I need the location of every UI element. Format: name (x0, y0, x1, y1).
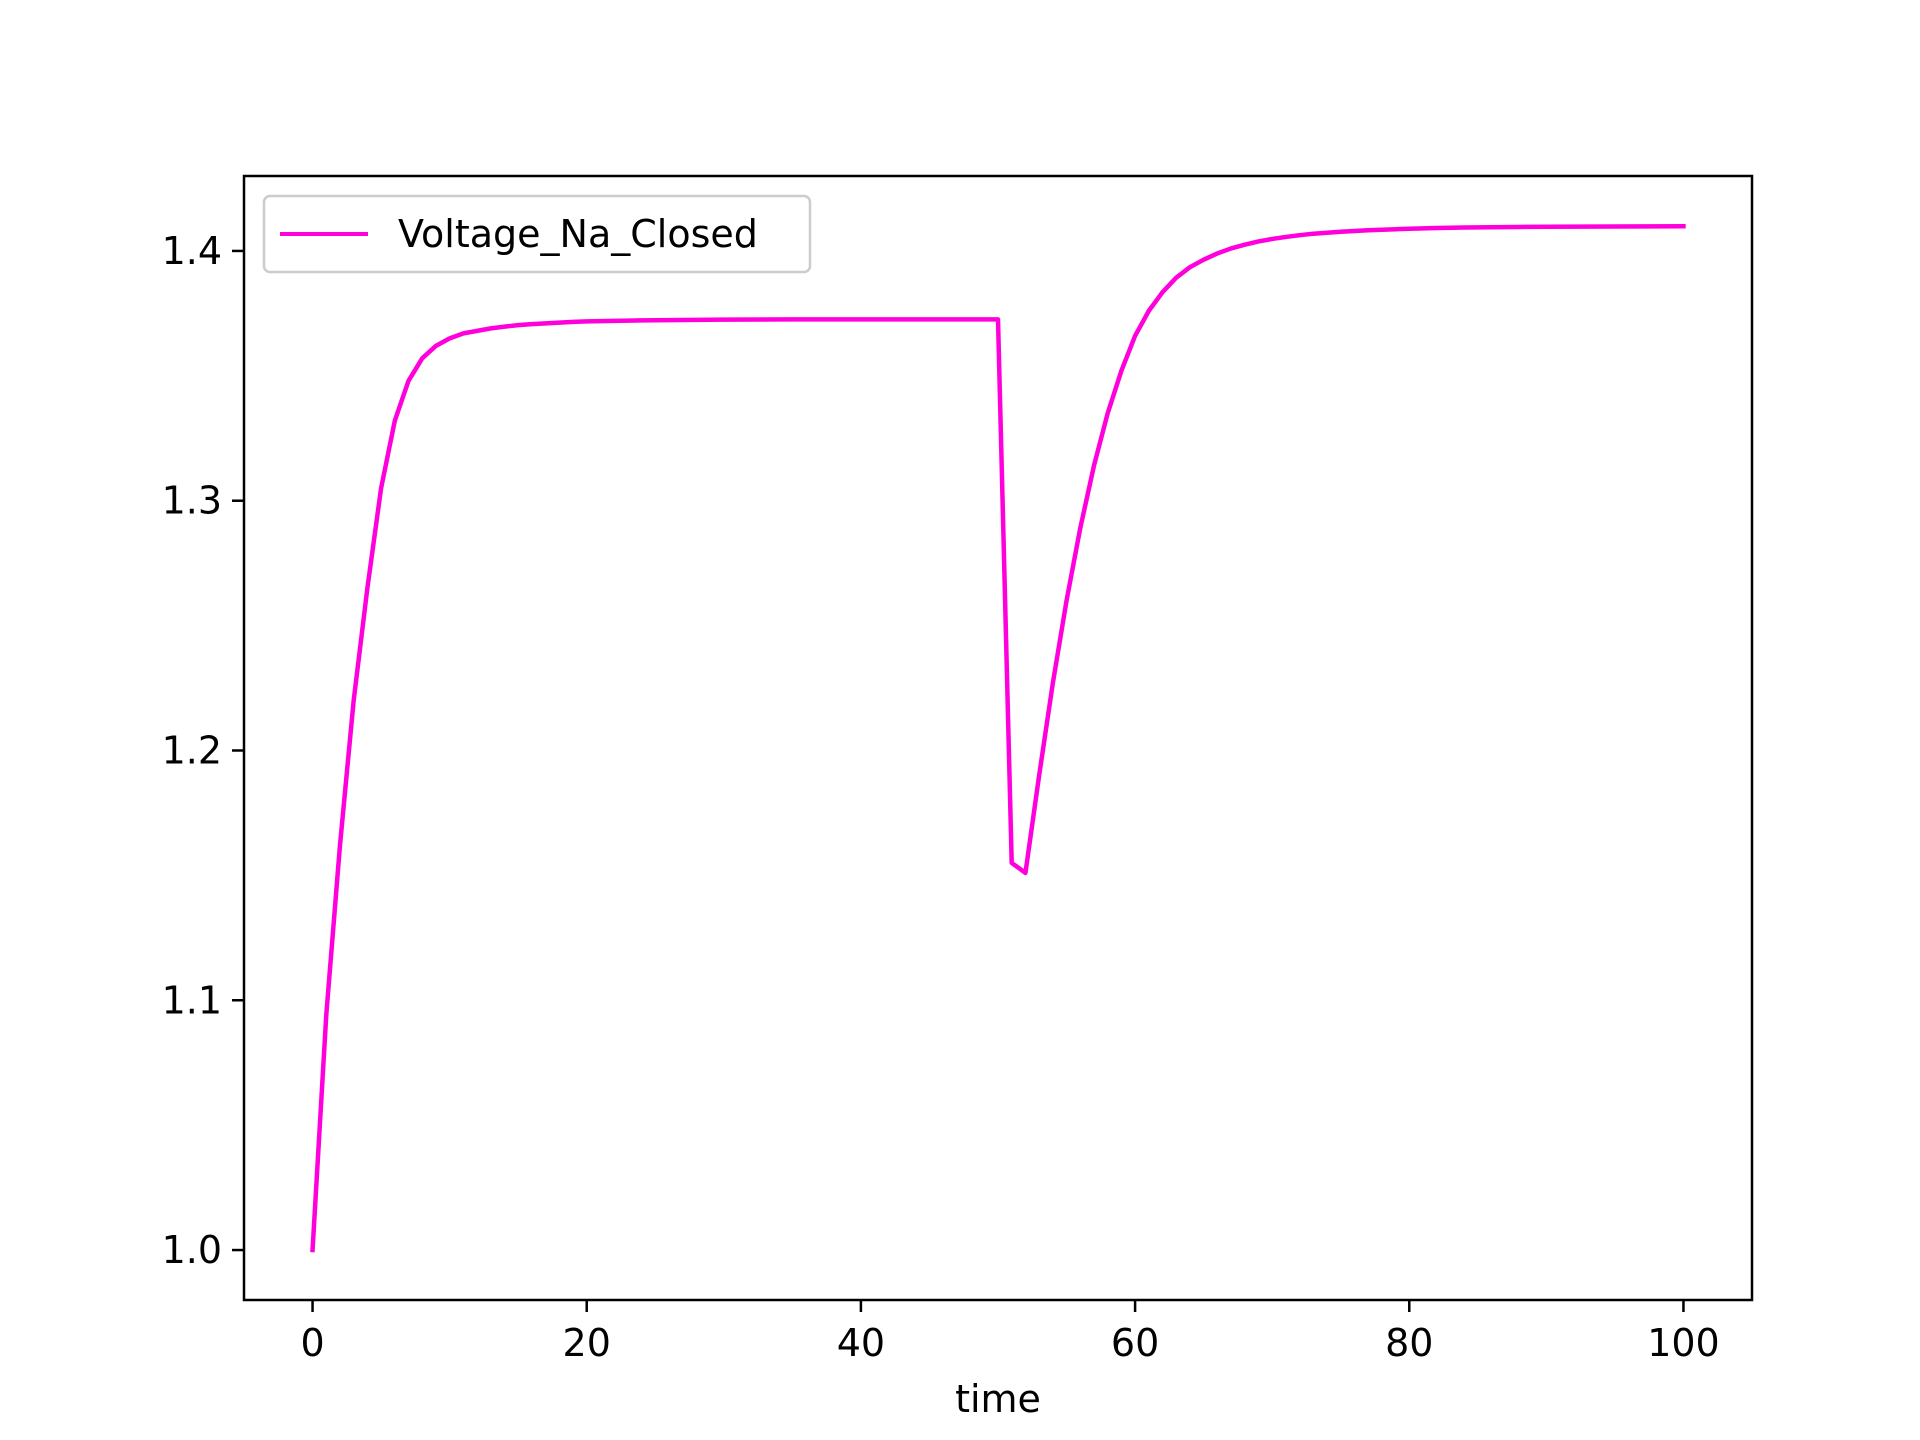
x-tick-label: 40 (837, 1321, 885, 1365)
y-tick-label: 1.2 (162, 728, 222, 772)
legend-box (262, 194, 812, 274)
legend: Voltage_Na_Closed (262, 194, 812, 274)
x-tick-label: 0 (300, 1321, 324, 1365)
x-axis: 0 20 40 60 80 100 (300, 1300, 1720, 1365)
series-line-voltage-na-closed (310, 223, 1686, 1253)
series-layer (310, 223, 1686, 1253)
y-tick-label: 1.1 (162, 978, 222, 1022)
x-tick-label: 80 (1385, 1321, 1433, 1365)
plot-frame (242, 174, 1754, 1302)
x-axis-label: time (955, 1377, 1041, 1421)
y-axis: 1.0 1.1 1.2 1.3 1.4 (162, 229, 244, 1272)
x-tick-label: 100 (1647, 1321, 1720, 1365)
y-tick-label: 1.0 (162, 1228, 222, 1272)
legend-label-voltage-na-closed: Voltage_Na_Closed (398, 212, 758, 256)
y-tick-label: 1.4 (162, 229, 222, 273)
x-tick-label: 20 (563, 1321, 611, 1365)
y-tick-label: 1.3 (162, 479, 222, 523)
x-tick-label: 60 (1111, 1321, 1159, 1365)
